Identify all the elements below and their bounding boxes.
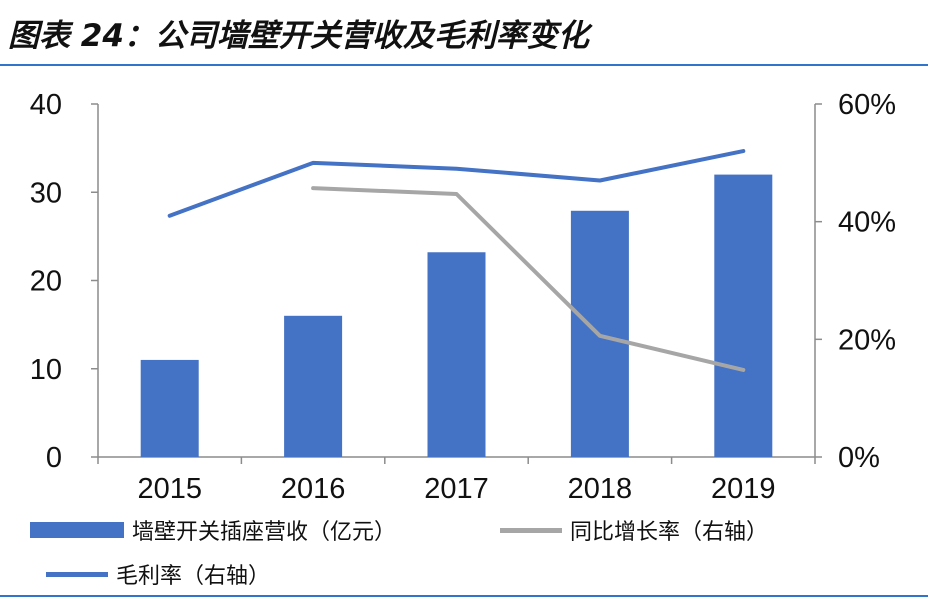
y-left-tick-label: 0 xyxy=(46,442,62,474)
y-right-tick-label: 40% xyxy=(838,207,896,239)
bar-revenue-2016 xyxy=(284,315,343,457)
chart-title: 图表 24：公司墙壁开关营收及毛利率变化 xyxy=(8,18,589,54)
legend-item-growth: 同比增长率（右轴） xyxy=(500,514,768,546)
y-right-tick-label: 0% xyxy=(838,442,880,474)
legend-item-revenue: 墙壁开关插座营收（亿元） xyxy=(30,514,396,546)
line-gross-margin xyxy=(167,149,746,218)
lines xyxy=(167,149,746,372)
legend-item-margin: 毛利率（右轴） xyxy=(46,558,270,590)
legend-label-growth: 同比增长率（右轴） xyxy=(570,520,769,545)
y-left-tick-label: 40 xyxy=(30,89,62,121)
y-left-tick-label: 30 xyxy=(30,177,62,209)
x-tick-label: 2017 xyxy=(424,473,489,505)
bar-revenue-2017 xyxy=(427,252,486,457)
y-right-tick-label: 20% xyxy=(838,324,896,356)
y-right-tick-label: 60% xyxy=(838,89,896,121)
bar-revenue-2015 xyxy=(140,359,199,457)
y-left-tick-label: 20 xyxy=(30,266,62,298)
x-tick-label: 2016 xyxy=(281,473,346,505)
line-growth-rate xyxy=(311,186,746,372)
x-tick-label: 2018 xyxy=(568,473,633,505)
bars xyxy=(140,174,773,457)
legend-swatch-gray-line xyxy=(500,527,562,533)
legend-swatch-bar xyxy=(30,522,124,538)
tick-labels: 0 10 20 30 40 0% 20% 40% 60% 2015 2016 2017 2018 2019 xyxy=(30,89,896,505)
bottom-divider xyxy=(0,595,928,597)
x-tick-label: 2015 xyxy=(137,473,202,505)
legend-label-margin: 毛利率（右轴） xyxy=(116,564,271,589)
bar-revenue-2019 xyxy=(714,174,773,457)
legend-swatch-blue-line xyxy=(46,571,108,577)
legend-label-revenue: 墙壁开关插座营收（亿元） xyxy=(132,520,397,545)
y-left-tick-label: 10 xyxy=(30,354,62,386)
title-divider xyxy=(0,64,928,66)
x-tick-label: 2019 xyxy=(711,473,776,505)
